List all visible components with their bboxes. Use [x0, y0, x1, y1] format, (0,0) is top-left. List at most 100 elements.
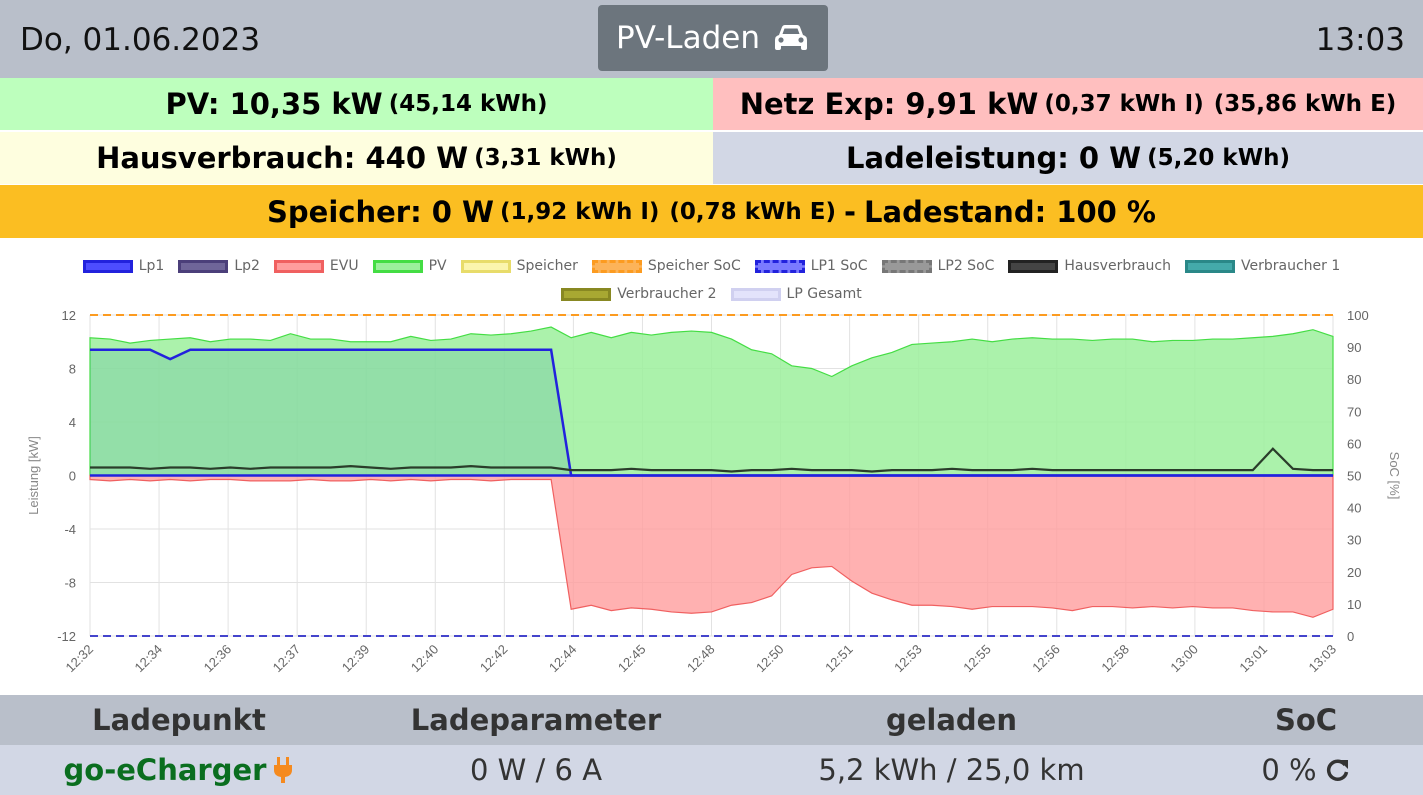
charge-mode-button[interactable]: PV-Laden: [598, 5, 828, 71]
series-lp1-area: [90, 349, 1333, 476]
legend-swatch: [881, 259, 932, 273]
y2-tick-label: 20: [1347, 565, 1361, 580]
series-hausverbrauch-line: [90, 447, 1333, 473]
y-tick-label: -12: [57, 629, 76, 644]
top-bar: Do, 01.06.2023 PV-Laden 13:03: [0, 0, 1423, 78]
x-tick-label: 12:42: [477, 642, 511, 676]
legend-label: LP Gesamt: [786, 286, 862, 302]
header-charged: geladen: [885, 703, 1017, 737]
house-power: Hausverbrauch: 440 W: [96, 141, 469, 175]
battery-export-energy: (0,78 kWh E): [669, 198, 836, 225]
pv-power: PV: 10,35 kW: [165, 87, 383, 121]
charging-summary: Ladeleistung: 0 W (5,20 kWh): [713, 132, 1423, 184]
chargepoint-header: Ladepunkt Ladeparameter geladen SoC: [0, 695, 1423, 745]
legend-label: Speicher: [516, 258, 578, 274]
legend-row-2: Verbraucher 2 LP Gesamt: [0, 280, 1423, 308]
legend-item-speicher-soc[interactable]: Speicher SoC: [591, 258, 741, 274]
legend-swatch: [460, 259, 511, 273]
legend-item-evu[interactable]: EVU: [273, 258, 359, 274]
header-parameters: Ladeparameter: [410, 703, 662, 737]
grid-export-energy: (35,86 kWh E): [1213, 91, 1397, 117]
house-energy: (3,31 kWh): [474, 145, 617, 171]
chargepoint-name-link[interactable]: go-eCharger: [64, 753, 295, 787]
x-tick-label: 12:45: [615, 642, 649, 676]
y2-tick-label: 0: [1347, 629, 1354, 644]
car-icon: [774, 25, 807, 50]
y-tick-label: -8: [64, 576, 76, 591]
legend-swatch: [273, 259, 324, 273]
legend-label: Speicher SoC: [647, 258, 741, 274]
refresh-icon[interactable]: [1325, 757, 1351, 783]
legend-item-lp-gesamt[interactable]: LP Gesamt: [730, 286, 862, 302]
chart-lines: [90, 314, 1333, 637]
chargepoint-charged: 5,2 kWh / 25,0 km: [818, 753, 1085, 787]
x-tick-label: 12:50: [753, 642, 787, 676]
legend-item-speicher[interactable]: Speicher: [460, 258, 578, 274]
header-chargepoint: Ladepunkt: [92, 703, 266, 737]
battery-import-energy: (1,92 kWh I): [500, 198, 660, 225]
legend-label: LP1 SoC: [810, 258, 868, 274]
legend-swatch: [82, 259, 133, 273]
battery-separator: -: [843, 194, 857, 229]
legend-label: Lp1: [138, 258, 165, 274]
x-tick-label: 12:34: [132, 642, 166, 676]
y2-tick-label: 30: [1347, 533, 1361, 548]
x-tick-label: 12:36: [201, 642, 235, 676]
legend-item-verbraucher-1[interactable]: Verbraucher 1: [1185, 258, 1340, 274]
y2-tick-label: 40: [1347, 501, 1361, 516]
x-tick-label: 13:03: [1306, 642, 1340, 676]
chargepoint-soc: 0 %: [1261, 753, 1317, 787]
chargepoint-row[interactable]: go-eCharger 0 W / 6 A 5,2 kWh / 25,0 km …: [0, 745, 1423, 795]
legend-item-lp2[interactable]: Lp2: [178, 258, 260, 274]
x-tick-label: 12:40: [408, 642, 442, 676]
x-tick-label: 12:58: [1098, 642, 1132, 676]
legend-label: Verbraucher 1: [1241, 258, 1341, 274]
legend-item-pv[interactable]: PV: [372, 258, 447, 274]
summary-row-2: Hausverbrauch: 440 W (3,31 kWh) Ladeleis…: [0, 132, 1423, 184]
legend-label: EVU: [329, 258, 359, 274]
legend-label: Verbraucher 2: [617, 286, 717, 302]
legend-swatch: [1185, 259, 1235, 273]
house-summary: Hausverbrauch: 440 W (3,31 kWh): [0, 132, 713, 184]
charge-mode-label: PV-Laden: [616, 20, 760, 56]
y-axis-title: Leistung [kW]: [26, 436, 41, 515]
battery-power: Speicher: 0 W: [267, 194, 495, 229]
y2-tick-label: 10: [1347, 597, 1361, 612]
legend-swatch: [561, 287, 612, 301]
charging-power: Ladeleistung: 0 W: [846, 141, 1142, 175]
summary-row-3: Speicher: 0 W (1,92 kWh I) (0,78 kWh E) …: [0, 185, 1423, 238]
x-tick-label: 12:39: [339, 642, 373, 676]
chart-areas: [89, 326, 1334, 618]
legend-label: LP2 SoC: [937, 258, 995, 274]
x-tick-label: 13:01: [1236, 642, 1270, 676]
chargepoint-name: go-eCharger: [63, 753, 267, 787]
x-tick-label: 12:56: [1029, 642, 1063, 676]
summary-row-1: PV: 10,35 kW (45,14 kWh) Netz Exp: 9,91 …: [0, 78, 1423, 130]
x-tick-label: 12:48: [684, 642, 718, 676]
header-soc: SoC: [1274, 703, 1338, 737]
y-tick-label: 8: [69, 362, 76, 377]
plug-icon: [274, 757, 293, 783]
x-tick-label: 13:00: [1167, 642, 1201, 676]
legend-swatch: [591, 259, 642, 273]
y-tick-label: 0: [69, 469, 76, 484]
legend-swatch: [730, 287, 781, 301]
legend-item-hausverbrauch[interactable]: Hausverbrauch: [1008, 258, 1171, 274]
legend-item-lp2-soc[interactable]: LP2 SoC: [881, 258, 995, 274]
legend-item-lp1-soc[interactable]: LP1 SoC: [754, 258, 868, 274]
legend-item-verbraucher-2[interactable]: Verbraucher 2: [561, 286, 717, 302]
legend-swatch: [178, 259, 229, 273]
y2-tick-label: 60: [1347, 436, 1361, 451]
power-chart: -12 -8 -4 0 4 8 12 0 10 20 30 40 50 60 70 80 90 100 12:32 1…: [26, 308, 1402, 676]
x-tick-label: 12:53: [891, 642, 925, 676]
legend-label: Lp2: [234, 258, 260, 274]
legend-item-lp1[interactable]: Lp1: [82, 258, 165, 274]
y2-tick-label: 70: [1347, 404, 1361, 419]
y2-tick-label: 90: [1347, 340, 1361, 355]
x-tick-label: 12:37: [270, 642, 304, 676]
x-tick-label: 12:44: [546, 642, 580, 676]
grid-summary: Netz Exp: 9,91 kW (0,37 kWh I) (35,86 kW…: [713, 78, 1423, 130]
chargepoint-params: 0 W / 6 A: [469, 753, 603, 787]
x-tick-label: 12:55: [960, 642, 994, 676]
charging-energy: (5,20 kWh): [1147, 145, 1290, 171]
